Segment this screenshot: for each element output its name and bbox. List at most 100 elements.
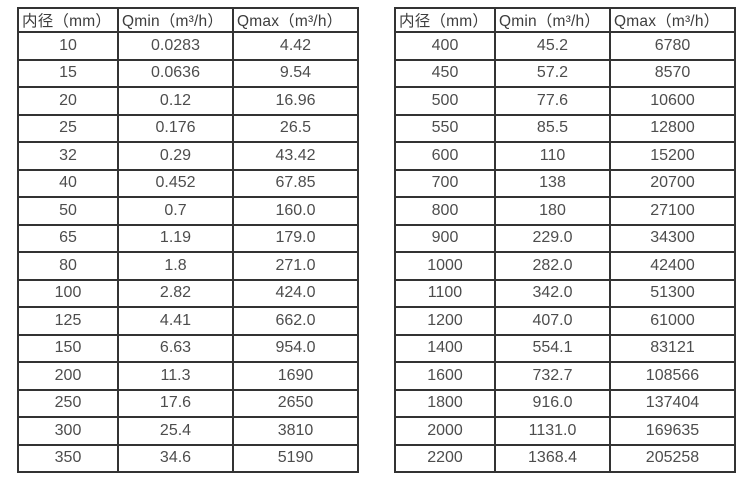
table-cell: 2650: [232, 388, 359, 418]
table-row: 1000 282.0 42400: [394, 251, 736, 281]
table-cell: 80: [17, 251, 119, 281]
table-row: 15 0.0636 9.54: [17, 58, 359, 88]
table-row: 10 0.0283 4.42: [17, 31, 359, 61]
table-cell: 67.85: [232, 168, 359, 198]
table-cell: 200: [17, 361, 119, 391]
table-row: 1800 916.0 137404: [394, 388, 736, 418]
table-cell: 1.19: [117, 223, 234, 253]
table-cell: 26.5: [232, 113, 359, 143]
table-cell: 600: [394, 141, 496, 171]
table-cell: 40: [17, 168, 119, 198]
header-qmax: Qmax（m³/h）: [232, 7, 359, 33]
table-cell: 0.176: [117, 113, 234, 143]
table-header: 内径（mm） Qmin（m³/h） Qmax（m³/h）: [394, 7, 736, 33]
table-cell: 43.42: [232, 141, 359, 171]
header-qmin: Qmin（m³/h）: [494, 7, 611, 33]
table-header: 内径（mm） Qmin（m³/h） Qmax（m³/h）: [17, 7, 359, 33]
flow-table-large-diameters: 内径（mm） Qmin（m³/h） Qmax（m³/h） 400 45.2 6780…: [394, 7, 736, 473]
table-row: 1100 342.0 51300: [394, 278, 736, 308]
table-cell: 2.82: [117, 278, 234, 308]
table-cell: 9.54: [232, 58, 359, 88]
table-cell: 800: [394, 196, 496, 226]
table-cell: 300: [17, 416, 119, 446]
table-row: 150 6.63 954.0: [17, 333, 359, 363]
table-cell: 137404: [609, 388, 736, 418]
table-cell: 15200: [609, 141, 736, 171]
table-cell: 61000: [609, 306, 736, 336]
table-cell: 10: [17, 31, 119, 61]
table-cell: 229.0: [494, 223, 611, 253]
table-cell: 1600: [394, 361, 496, 391]
table-cell: 1690: [232, 361, 359, 391]
table-row: 50 0.7 160.0: [17, 196, 359, 226]
table-row: 100 2.82 424.0: [17, 278, 359, 308]
table-row: 40 0.452 67.85: [17, 168, 359, 198]
table-cell: 4.41: [117, 306, 234, 336]
table-cell: 1000: [394, 251, 496, 281]
table-cell: 100: [17, 278, 119, 308]
table-row: 200 11.3 1690: [17, 361, 359, 391]
table-cell: 125: [17, 306, 119, 336]
header-qmax: Qmax（m³/h）: [609, 7, 736, 33]
table-cell: 3810: [232, 416, 359, 446]
header-row: 内径（mm） Qmin（m³/h） Qmax（m³/h）: [17, 7, 359, 33]
table-cell: 85.5: [494, 113, 611, 143]
table-cell: 407.0: [494, 306, 611, 336]
table-row: 80 1.8 271.0: [17, 251, 359, 281]
table-cell: 5190: [232, 443, 359, 473]
table-body: 10 0.0283 4.42 15 0.0636 9.54 20 0.12 16.96 25 0.1…: [17, 31, 359, 473]
flow-table-small-diameters: 内径（mm） Qmin（m³/h） Qmax（m³/h） 10 0.0283 4.4…: [17, 7, 359, 473]
table-cell: 77.6: [494, 86, 611, 116]
table-cell: 1.8: [117, 251, 234, 281]
table-cell: 4.42: [232, 31, 359, 61]
table-cell: 1200: [394, 306, 496, 336]
table-cell: 2000: [394, 416, 496, 446]
table-cell: 27100: [609, 196, 736, 226]
header-row: 内径（mm） Qmin（m³/h） Qmax（m³/h）: [394, 7, 736, 33]
header-qmin: Qmin（m³/h）: [117, 7, 234, 33]
table-cell: 916.0: [494, 388, 611, 418]
table-cell: 180: [494, 196, 611, 226]
table-cell: 954.0: [232, 333, 359, 363]
table-cell: 450: [394, 58, 496, 88]
header-inner-diameter: 内径（mm）: [394, 7, 496, 33]
table-cell: 900: [394, 223, 496, 253]
table-cell: 700: [394, 168, 496, 198]
table-row: 600 110 15200: [394, 141, 736, 171]
table-cell: 20: [17, 86, 119, 116]
flow-rate-spec-sheet: 内径（mm） Qmin（m³/h） Qmax（m³/h） 10 0.0283 4.4…: [17, 7, 736, 473]
table-cell: 50: [17, 196, 119, 226]
table-cell: 1400: [394, 333, 496, 363]
table-cell: 732.7: [494, 361, 611, 391]
table-row: 1400 554.1 83121: [394, 333, 736, 363]
table-row: 400 45.2 6780: [394, 31, 736, 61]
table-row: 1600 732.7 108566: [394, 361, 736, 391]
table-cell: 0.29: [117, 141, 234, 171]
table-cell: 0.12: [117, 86, 234, 116]
table-cell: 12800: [609, 113, 736, 143]
table-cell: 342.0: [494, 278, 611, 308]
table-cell: 10600: [609, 86, 736, 116]
table-cell: 0.452: [117, 168, 234, 198]
table-row: 800 180 27100: [394, 196, 736, 226]
table-cell: 250: [17, 388, 119, 418]
table-cell: 350: [17, 443, 119, 473]
table-cell: 1368.4: [494, 443, 611, 473]
table-cell: 2200: [394, 443, 496, 473]
table-cell: 34300: [609, 223, 736, 253]
table-cell: 110: [494, 141, 611, 171]
table-cell: 57.2: [494, 58, 611, 88]
table-row: 550 85.5 12800: [394, 113, 736, 143]
table-body: 400 45.2 6780 450 57.2 8570 500 77.6 10600 550 85.…: [394, 31, 736, 473]
table-cell: 108566: [609, 361, 736, 391]
table-row: 450 57.2 8570: [394, 58, 736, 88]
table-cell: 554.1: [494, 333, 611, 363]
table-cell: 271.0: [232, 251, 359, 281]
table-row: 2200 1368.4 205258: [394, 443, 736, 473]
table-row: 700 138 20700: [394, 168, 736, 198]
table-cell: 15: [17, 58, 119, 88]
table-row: 250 17.6 2650: [17, 388, 359, 418]
table-cell: 160.0: [232, 196, 359, 226]
table-cell: 0.0636: [117, 58, 234, 88]
table-cell: 550: [394, 113, 496, 143]
